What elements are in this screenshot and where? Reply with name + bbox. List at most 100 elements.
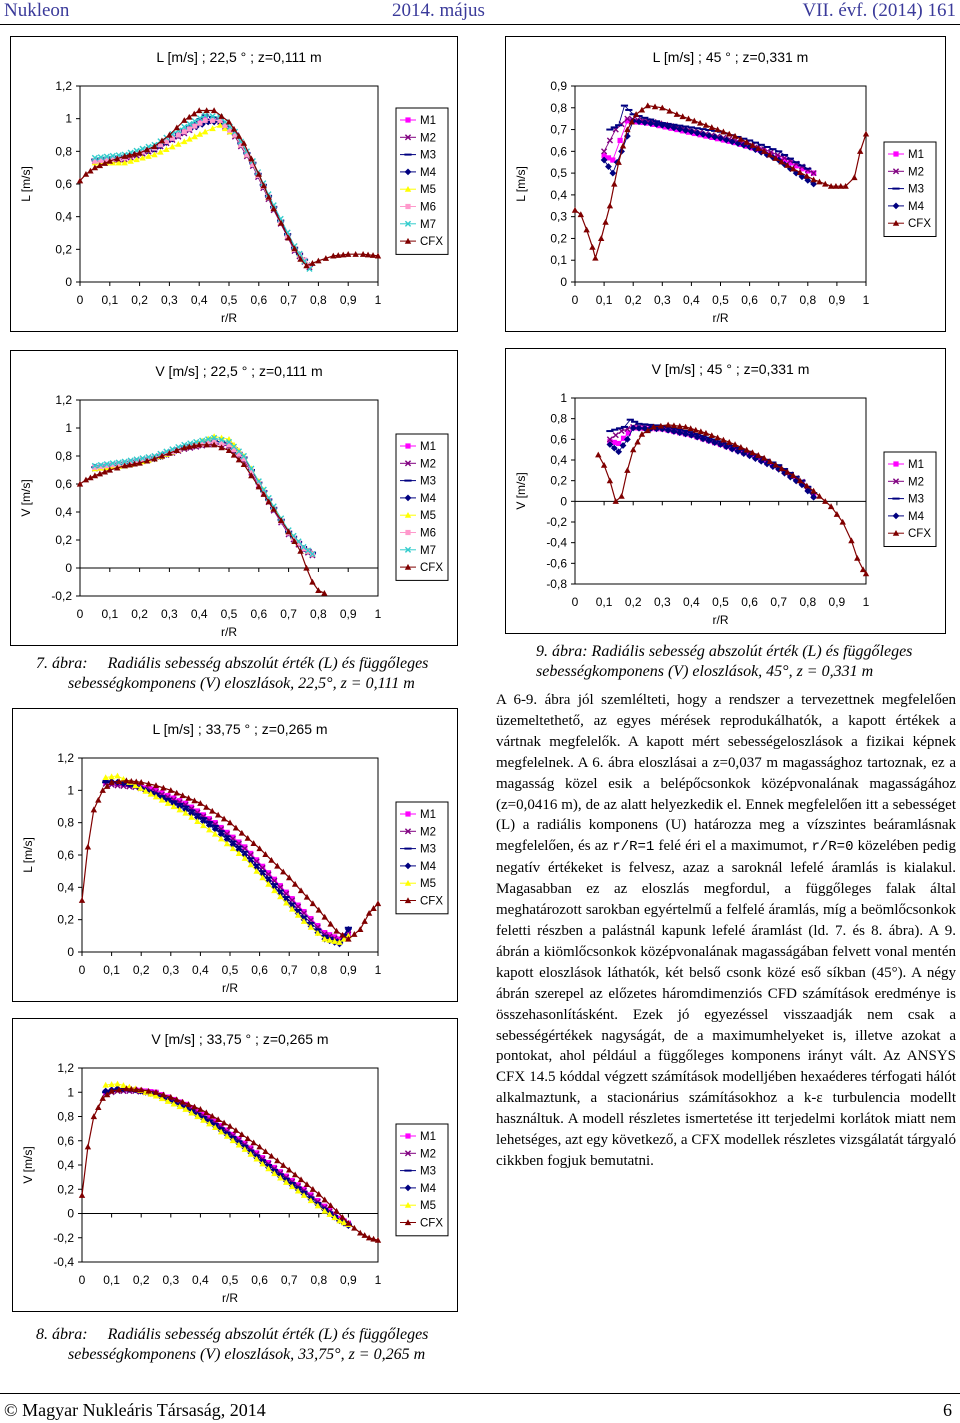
data-point	[191, 1103, 198, 1110]
y-tick-label: 0	[67, 1207, 74, 1221]
data-point	[286, 874, 293, 881]
data-point	[104, 462, 110, 469]
x-tick-label: 0,8	[310, 293, 327, 307]
data-point	[171, 795, 177, 801]
data-point	[248, 155, 255, 162]
data-point	[351, 1224, 358, 1231]
data-point	[109, 152, 116, 160]
legend-marker	[404, 546, 412, 553]
data-point	[301, 257, 308, 263]
legend-label: CFX	[420, 896, 443, 908]
x-tick-label: 0,4	[683, 595, 700, 609]
x-tick-label: 0,6	[250, 607, 267, 621]
data-point	[108, 1087, 115, 1094]
data-point	[270, 205, 277, 212]
x-axis-label: r/R	[713, 613, 729, 627]
data-point	[255, 171, 262, 177]
data-point	[188, 1105, 195, 1111]
data-point	[163, 450, 170, 457]
data-point	[314, 929, 322, 936]
data-point	[115, 1086, 123, 1093]
data-point	[241, 456, 247, 462]
data-point	[666, 107, 673, 114]
data-point	[352, 251, 359, 257]
legend-marker	[892, 220, 900, 226]
data-point	[589, 243, 596, 250]
figure-8-caption-line1: Radiális sebesség abszolút érték (L) és …	[107, 1326, 429, 1343]
y-tick-label: 0,6	[57, 848, 74, 862]
legend-label: M1	[908, 149, 924, 161]
x-axis-label: r/R	[222, 981, 238, 995]
y-tick-label: -0,6	[546, 556, 567, 570]
data-point	[653, 120, 660, 128]
data-point	[209, 113, 216, 120]
data-point	[280, 1162, 287, 1168]
data-point	[315, 922, 321, 929]
data-point	[326, 1211, 333, 1217]
data-point	[128, 1085, 135, 1092]
data-point	[793, 163, 799, 169]
data-point	[722, 443, 730, 451]
chart-title: L [m/s] ; 22,5 ° ; z=0,111 m	[156, 49, 321, 65]
footer-copyright: © Magyar Nukleáris Társaság, 2014	[4, 1400, 266, 1420]
x-tick-label: 0,6	[741, 293, 758, 307]
data-point	[205, 440, 211, 446]
data-point	[601, 148, 608, 155]
data-point	[217, 830, 225, 838]
x-tick-label: 0,7	[281, 1273, 298, 1287]
data-point	[186, 113, 193, 120]
legend-box	[395, 1123, 449, 1237]
chart-fig8-L: L [m/s] ; 33,75 ° ; z=0,265 m 0 0,1 0,2 0,3 0…	[12, 708, 458, 1002]
x-tick-label: 0,5	[222, 963, 239, 977]
data-point	[176, 806, 183, 813]
data-point	[284, 229, 291, 236]
data-point	[775, 154, 781, 160]
data-point	[297, 887, 305, 894]
y-tick-label: 0,8	[55, 144, 72, 158]
data-point	[151, 455, 158, 462]
data-point	[810, 487, 817, 494]
data-point	[202, 117, 208, 123]
data-point	[331, 1214, 338, 1221]
y-tick-label: 1	[67, 783, 74, 797]
legend-label: M4	[420, 1183, 437, 1195]
data-point	[618, 492, 625, 499]
data-point	[787, 160, 793, 166]
y-tick-label: 0,4	[57, 880, 74, 894]
data-point	[232, 132, 238, 138]
legend-label: CFX	[420, 562, 443, 574]
legend-box	[395, 433, 449, 581]
data-point	[196, 130, 204, 137]
data-point	[238, 829, 246, 836]
data-point	[679, 113, 686, 120]
y-tick-label: -0,2	[546, 515, 567, 529]
legend-box	[395, 107, 449, 255]
data-point	[132, 782, 139, 789]
data-point	[697, 428, 705, 435]
data-point	[236, 839, 242, 845]
data-point	[224, 1127, 230, 1133]
body-text-part1: A 6-9. ábra jól szemlélteti, hogy a rend…	[496, 692, 956, 855]
data-point	[644, 102, 651, 109]
data-point	[778, 158, 785, 165]
data-point	[274, 862, 281, 869]
data-point	[755, 145, 762, 151]
data-point	[95, 796, 102, 803]
data-point	[102, 1081, 109, 1088]
data-point	[183, 800, 189, 806]
data-point	[595, 451, 602, 458]
data-point	[240, 139, 248, 146]
data-point	[301, 1186, 307, 1192]
legend-marker	[404, 460, 412, 467]
data-point	[78, 1192, 86, 1198]
data-point	[78, 897, 86, 903]
data-point	[98, 157, 104, 164]
y-tick-label: 0,8	[57, 816, 74, 830]
data-point	[206, 816, 212, 822]
x-tick-label: 0,7	[770, 293, 787, 307]
data-point	[210, 433, 218, 439]
data-point	[699, 435, 707, 443]
data-point	[743, 138, 750, 145]
data-point	[230, 443, 238, 450]
data-point	[212, 820, 218, 826]
